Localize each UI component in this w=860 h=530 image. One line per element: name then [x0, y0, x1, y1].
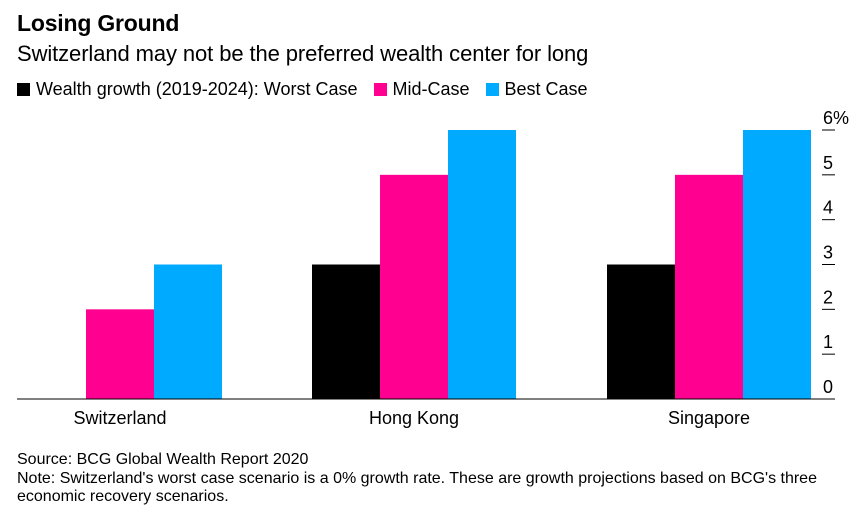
- y-axis-group: 0 1 2 3 4 5 6%: [17, 108, 849, 400]
- y-tick-label: 0: [823, 377, 833, 397]
- legend-swatch-best-case: [485, 82, 499, 96]
- bar-chart: 0 1 2 3 4 5 6% Switzerland Hong Kong Singapore: [17, 108, 849, 428]
- y-tick-label: 3: [823, 243, 833, 263]
- bar-hong-kong-wealth-growth-worst-case: [312, 264, 380, 399]
- legend-label-worst-case: Wealth growth (2019-2024): Worst Case: [36, 78, 358, 99]
- y-tick-label: 5: [823, 153, 833, 173]
- footer: Source: BCG Global Wealth Report 2020 No…: [17, 451, 847, 507]
- bar-hong-kong-mid-case: [380, 174, 448, 399]
- bar-singapore-best-case: [743, 130, 811, 399]
- x-tick-label: Singapore: [668, 408, 750, 428]
- source-note: Source: BCG Global Wealth Report 2020: [17, 451, 309, 468]
- footnote: Note: Switzerland's worst case scenario …: [17, 469, 817, 506]
- legend-label-mid-case: Mid-Case: [392, 78, 470, 99]
- legend-swatch-worst-case: [17, 82, 30, 96]
- chart-subtitle: Switzerland may not be the preferred wea…: [17, 41, 589, 66]
- x-tick-label: Hong Kong: [369, 408, 459, 428]
- bar-switzerland-best-case: [154, 264, 222, 399]
- bar-switzerland-mid-case: [86, 309, 154, 399]
- y-tick-label: 6%: [823, 108, 849, 128]
- bar-hong-kong-best-case: [448, 130, 516, 399]
- y-tick-label: 2: [823, 287, 833, 307]
- x-axis-labels-group: Switzerland Hong Kong Singapore: [73, 408, 750, 428]
- legend-swatch-mid-case: [373, 82, 387, 96]
- bars-group: [86, 130, 811, 399]
- legend-label-best-case: Best Case: [504, 78, 588, 99]
- bar-singapore-mid-case: [675, 174, 743, 399]
- legend-item-mid-case: Mid-Case: [373, 78, 470, 100]
- legend: Wealth growth (2019-2024): Worst Case Mi…: [17, 78, 604, 100]
- chart-title: Losing Ground: [17, 10, 180, 36]
- y-tick-label: 4: [823, 198, 833, 218]
- legend-item-worst-case: Wealth growth (2019-2024): Worst Case: [17, 79, 358, 100]
- legend-item-best-case: Best Case: [485, 78, 588, 100]
- y-tick-label: 1: [823, 332, 833, 352]
- bar-singapore-wealth-growth-worst-case: [607, 264, 675, 399]
- x-tick-label: Switzerland: [73, 408, 166, 428]
